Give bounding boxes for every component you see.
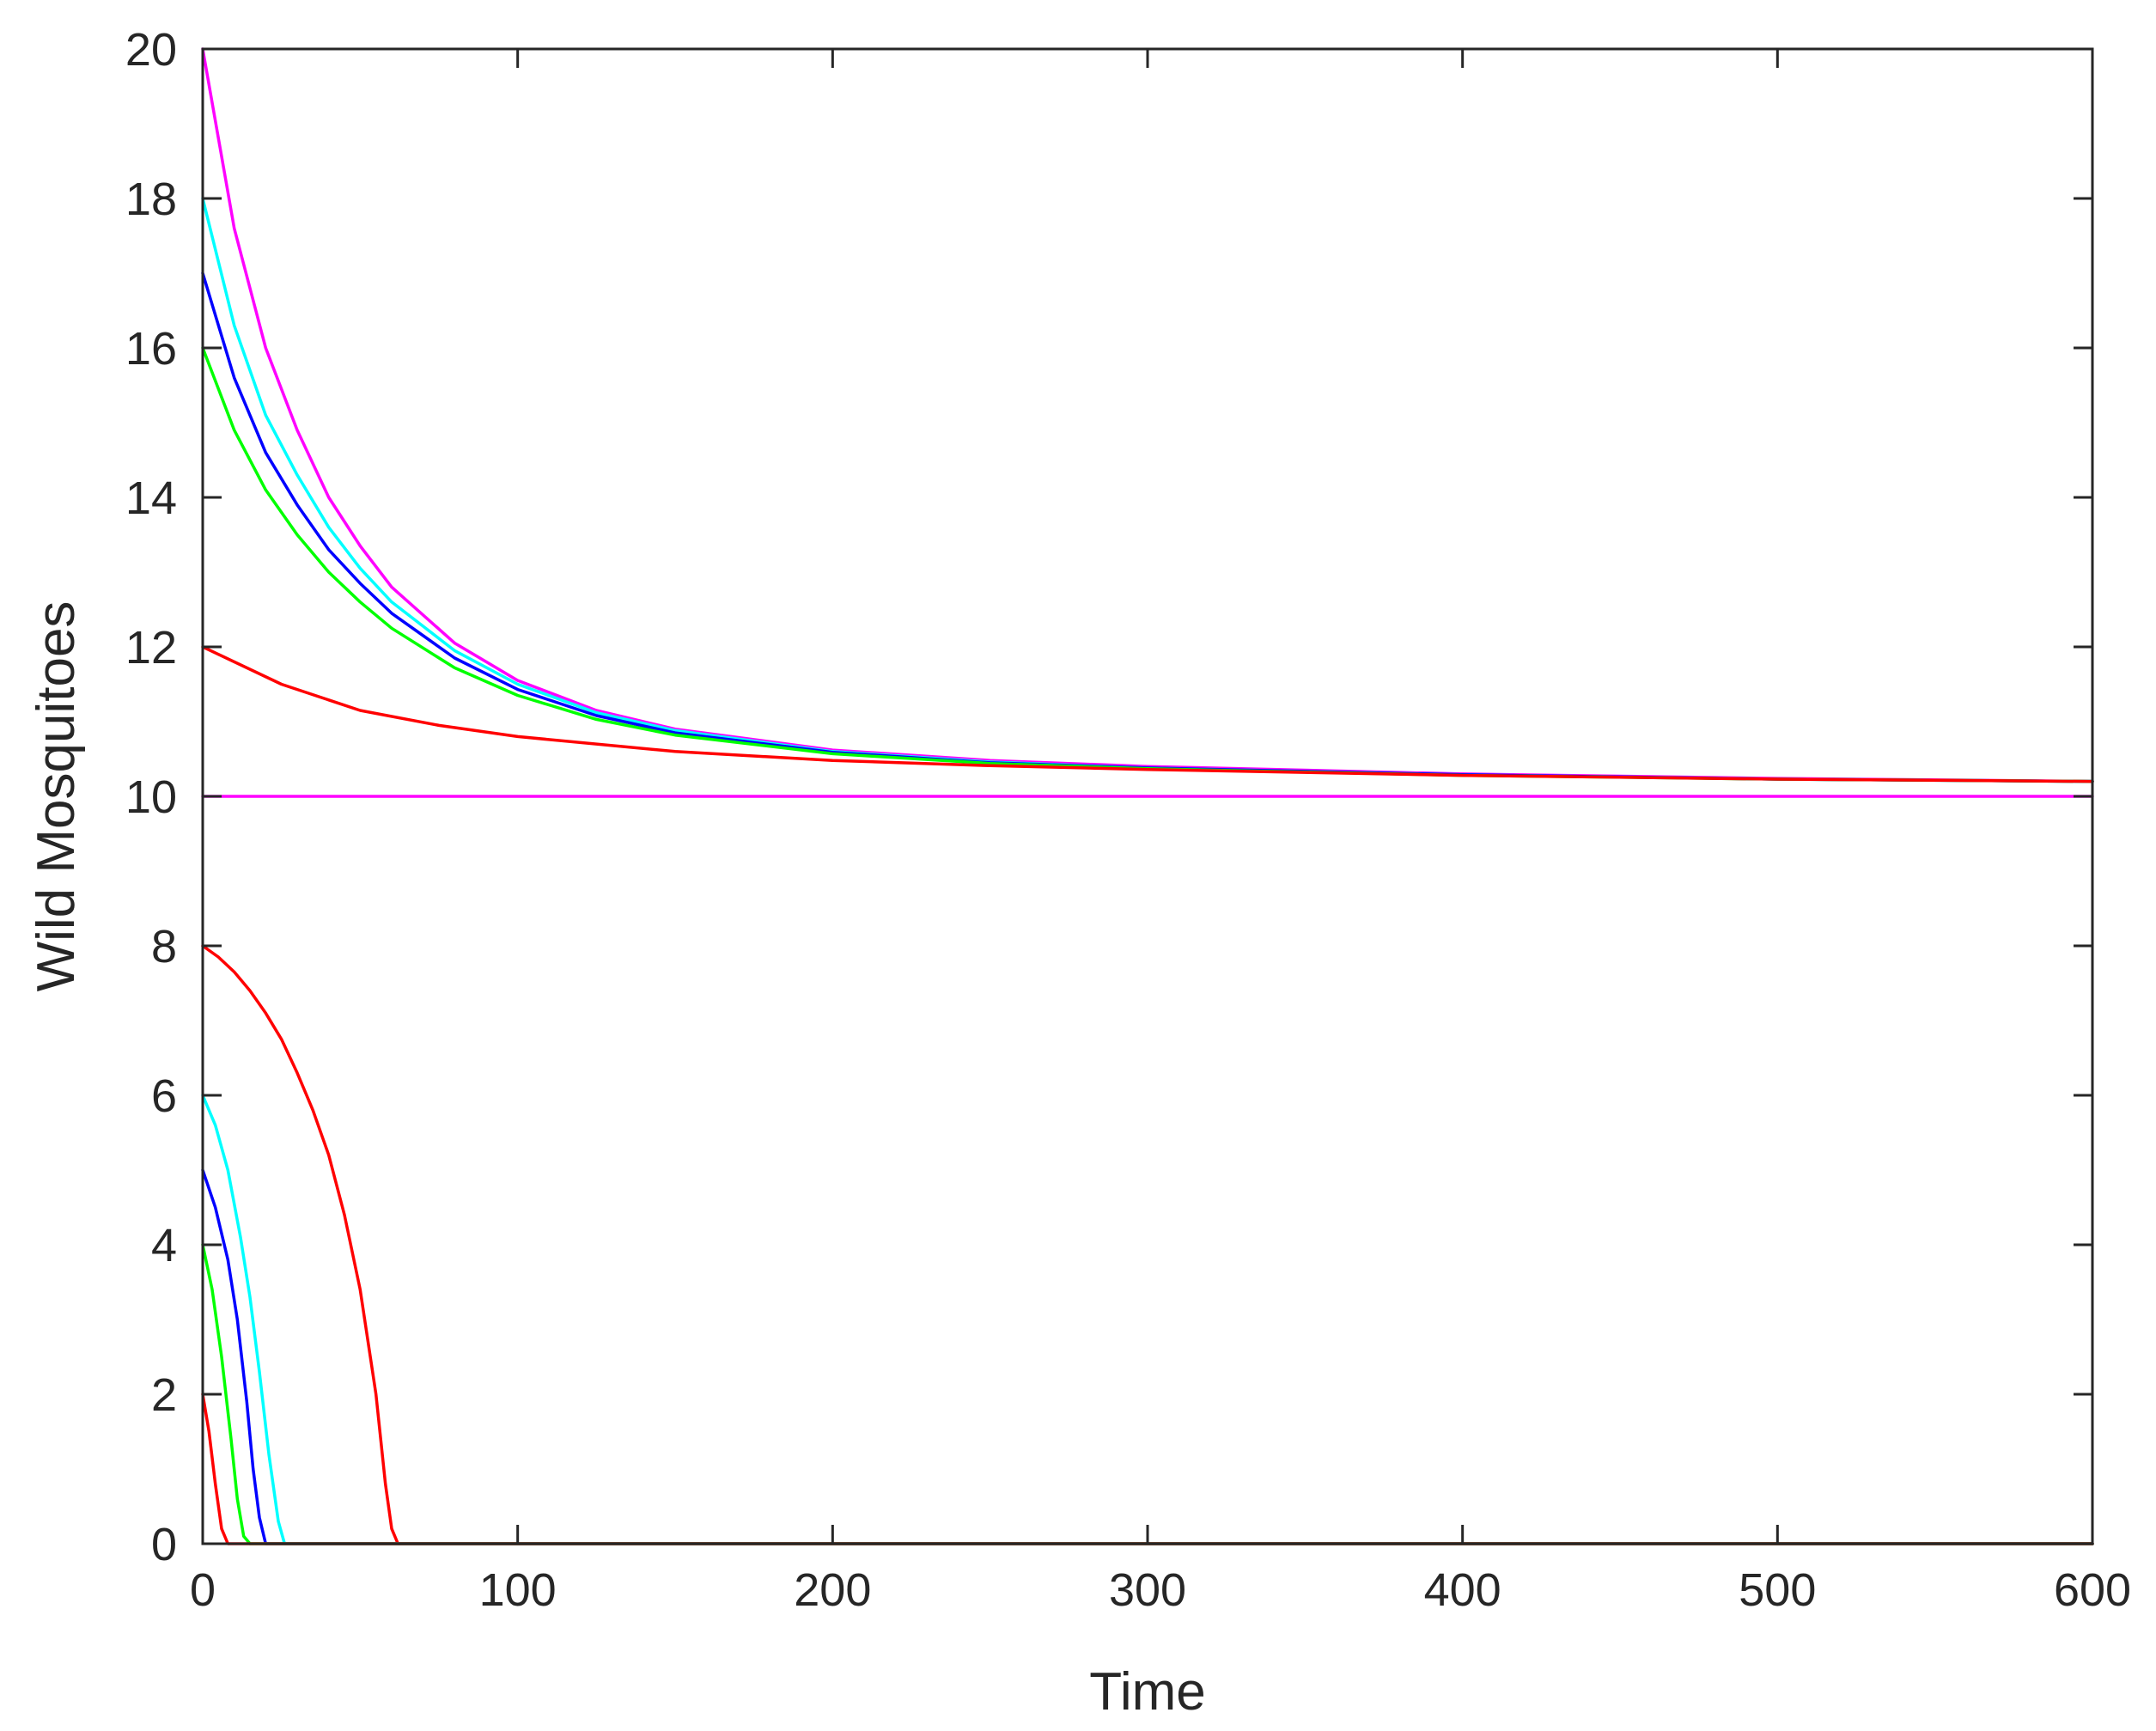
- series-line-6: [201, 645, 2094, 783]
- series-line-8: [201, 1094, 2094, 1545]
- tick-layer: 0 100 200 300 400 500 600 0 2 4 6 8 10 12 14 16 18 20: [125, 24, 2131, 1616]
- series-line-10: [201, 1243, 2094, 1545]
- y-tick-label: 10: [125, 771, 177, 823]
- x-tick-label: 100: [479, 1564, 557, 1616]
- y-axis-label: Wild Mosquitoes: [27, 601, 86, 992]
- series-line-11: [201, 1393, 2094, 1545]
- series-line-7: [201, 944, 2094, 1545]
- series-line-5: [201, 346, 2094, 783]
- x-axis-label: Time: [1089, 1662, 1205, 1722]
- y-tick-label: 6: [151, 1070, 177, 1122]
- y-tick-label: 12: [125, 622, 177, 674]
- x-tick-label: 400: [1424, 1564, 1501, 1616]
- x-tick-label: 600: [2054, 1564, 2131, 1616]
- y-tick-label: 18: [125, 174, 177, 225]
- series-layer: [201, 47, 2094, 1545]
- y-tick-label: 2: [151, 1369, 177, 1421]
- y-tick-label: 4: [151, 1220, 177, 1271]
- y-tick-label: 20: [125, 24, 177, 76]
- y-tick-label: 16: [125, 323, 177, 375]
- y-tick-label: 8: [151, 921, 177, 972]
- x-tick-label: 500: [1739, 1564, 1816, 1616]
- series-line-9: [201, 1168, 2094, 1545]
- series-line-2: [201, 47, 2094, 783]
- series-line-3: [201, 197, 2094, 783]
- y-tick-label: 14: [125, 472, 177, 524]
- x-tick-label: 200: [794, 1564, 871, 1616]
- y-tick-label: 0: [151, 1519, 177, 1570]
- series-line-4: [201, 271, 2094, 783]
- x-tick-label: 0: [190, 1564, 216, 1616]
- x-tick-label: 300: [1109, 1564, 1186, 1616]
